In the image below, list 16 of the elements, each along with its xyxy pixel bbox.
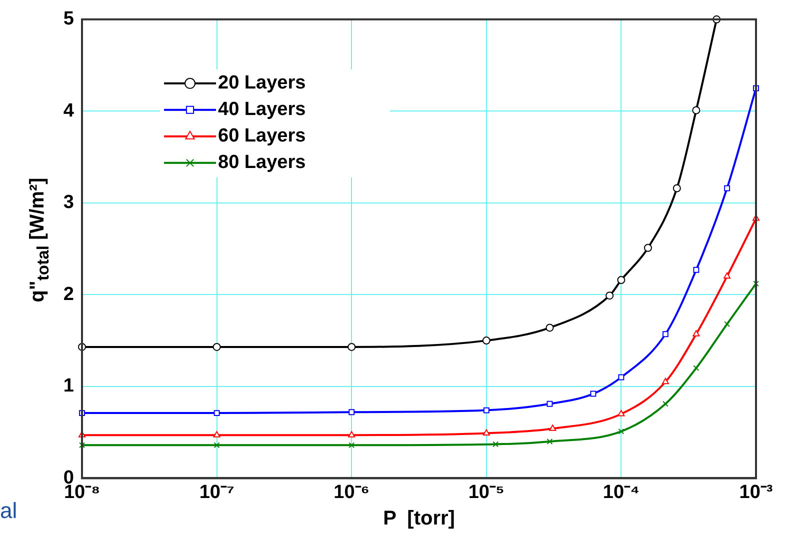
legend-label: 40 Layers [218,99,306,120]
x-tick-label: 10⁻⁴ [602,482,640,503]
legend-label: 80 Layers [218,152,306,174]
x-tick-label: 10⁻³ [739,482,773,503]
y-tick-label: 2 [63,284,74,305]
y-tick-label: 3 [63,192,74,214]
x-tick-label: 10⁻⁵ [468,482,504,503]
y-tick-label: 4 [63,100,74,122]
legend-label: 60 Layers [218,126,306,147]
x-tick-label: 10⁻⁷ [199,482,234,503]
x-tick-label: 10⁻⁶ [334,482,370,503]
legend-label: 20 Layers [218,72,306,94]
y-tick-label: 5 [63,8,74,30]
y-tick-label: 1 [63,376,74,397]
text: al [0,498,18,524]
x-axis-title: P [torr] [383,508,455,530]
